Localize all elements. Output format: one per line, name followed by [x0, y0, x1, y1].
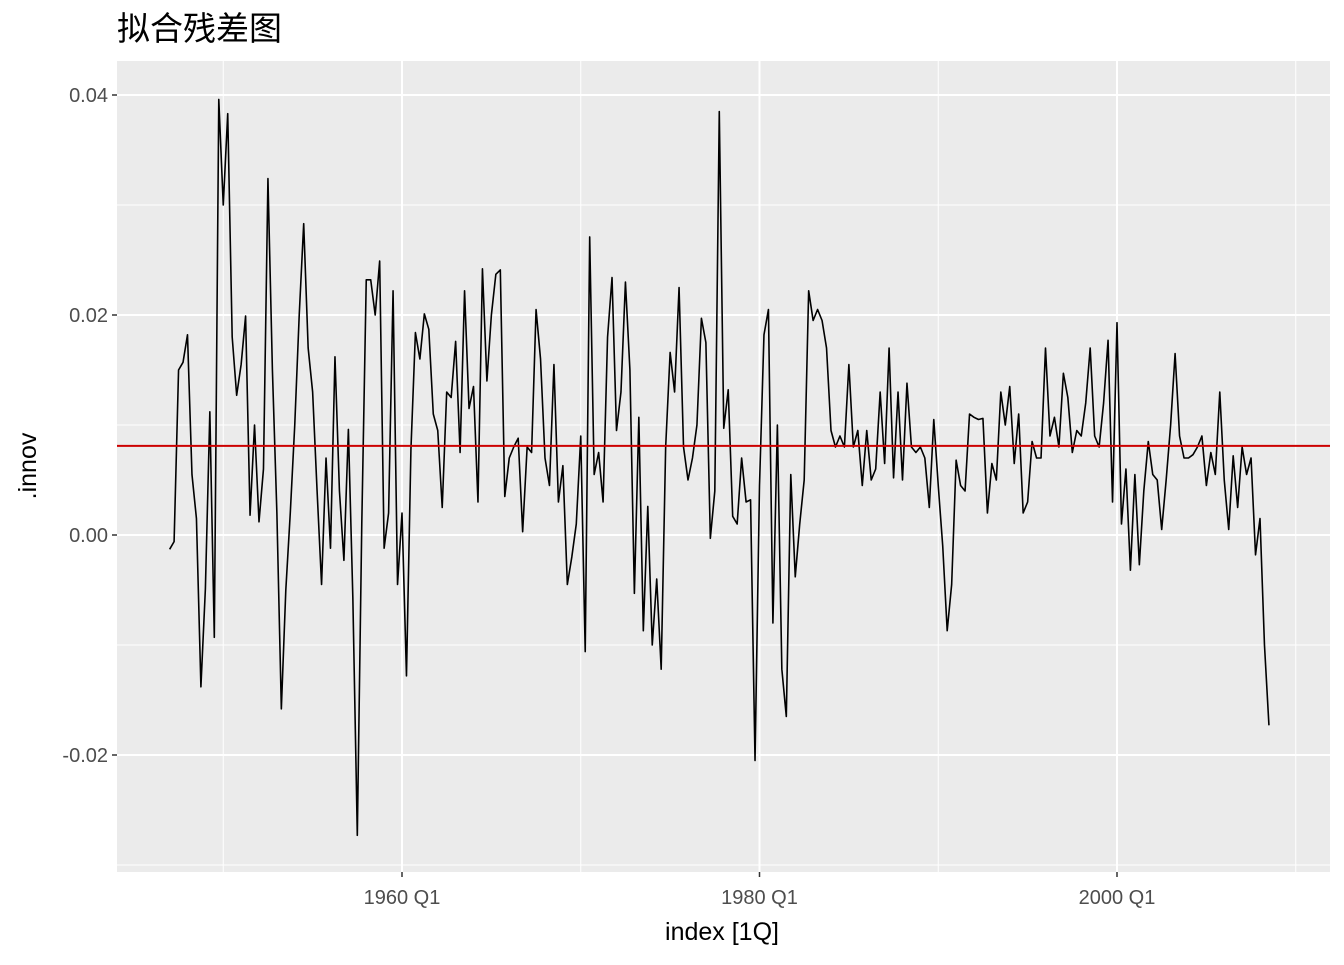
y-tick-label: -0.02	[62, 745, 108, 767]
chart-title: 拟合残差图	[117, 9, 282, 48]
y-tick-label: 0.04	[69, 85, 108, 107]
plot-panel	[117, 61, 1330, 872]
residual-series-line	[168, 98, 1270, 837]
y-axis-ticks: -0.02 0.00 0.02 0.04	[62, 85, 117, 767]
y-tick-label: 0.02	[69, 305, 108, 327]
x-tick-label: 1980 Q1	[721, 887, 798, 909]
x-axis-title: index [1Q]	[665, 918, 779, 946]
y-tick-label: 0.00	[69, 525, 108, 547]
x-tick-label: 1960 Q1	[364, 887, 441, 909]
series-layer	[168, 98, 1270, 837]
x-tick-label: 2000 Q1	[1079, 887, 1156, 909]
x-axis-ticks: 1960 Q1 1980 Q1 2000 Q1	[364, 872, 1156, 909]
y-axis-title: .innov	[14, 432, 42, 499]
